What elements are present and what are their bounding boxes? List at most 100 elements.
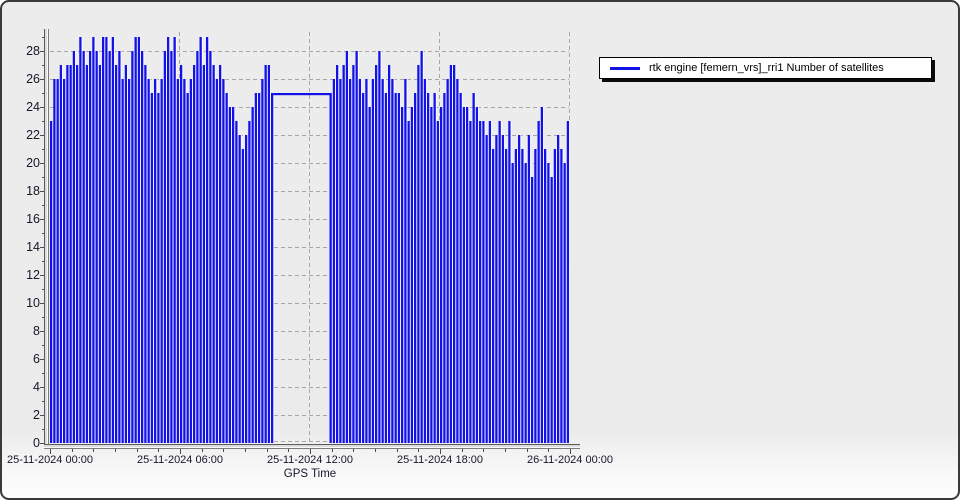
data-bar [56,79,59,443]
x-axis-tick [223,449,224,452]
x-axis-tick [375,449,376,452]
data-bar [505,149,508,443]
x-axis-tick [462,449,463,452]
data-bar [222,79,225,443]
data-bar [147,79,150,443]
y-axis-tick [42,149,44,150]
data-bar [248,121,251,443]
data-bar [235,121,238,443]
data-bar [384,93,388,443]
y-axis-tick-label: 0 [33,436,40,450]
data-bar [544,149,547,443]
x-axis-tick-label: 25-11-2024 18:00 [396,454,484,466]
data-bar [124,65,128,443]
y-axis-tick [40,443,44,444]
data-bar [261,79,264,443]
data-bar [469,121,472,443]
x-axis-title: GPS Time [283,468,337,480]
data-bar [498,121,501,443]
data-bar [183,79,186,443]
data-bar [427,93,430,443]
data-bar [410,107,414,443]
y-axis-tick [40,387,44,388]
data-bar [511,163,514,443]
y-axis-tick [42,205,44,206]
data-bar [251,107,254,443]
data-bar [245,135,248,443]
data-bar [345,51,349,443]
data-bar [72,51,76,443]
x-axis-tick [548,449,549,452]
data-bar [76,65,79,443]
data-bar [137,37,141,443]
plot-area[interactable] [50,32,570,444]
data-bar [264,65,267,443]
data-bar [472,93,475,443]
data-bar [443,93,446,443]
x-axis-line [44,444,580,449]
data-bar [482,121,485,443]
x-axis-tick-label: 25-11-2024 00:00 [6,454,94,466]
data-bar [388,65,391,443]
y-axis-tick [40,107,44,108]
data-bar [563,163,566,443]
data-bar [433,93,436,443]
data-bar [488,121,492,443]
data-bar [453,65,456,443]
y-axis-tick-label: 22 [26,128,40,142]
y-axis-tick [42,345,44,346]
data-bar [63,79,66,443]
data-bar [154,79,157,443]
data-bar [79,37,82,443]
data-bar [202,65,206,443]
y-axis-tick [40,331,44,332]
data-bar [53,79,56,443]
data-bar [475,107,479,443]
y-axis-tick [42,65,44,66]
data-bar [111,37,115,443]
y-axis-tick [42,261,44,262]
data-bar [144,65,147,443]
data-bar [105,37,108,443]
data-bar [466,107,469,443]
data-bar [189,79,193,443]
data-bar [85,65,89,443]
data-bar [89,51,92,443]
data-bar [267,65,271,443]
y-axis-tick [42,177,44,178]
data-bar [560,149,563,443]
data-bar [436,121,440,443]
data-bar [394,93,397,443]
y-axis-tick [40,163,44,164]
data-bar [534,149,537,443]
data-bar [527,135,531,443]
data-bar [176,79,180,443]
y-axis-tick-label: 16 [26,212,40,226]
x-axis-tick [353,449,354,452]
data-bar [537,121,540,443]
data-bar [352,65,355,443]
data-bar [59,65,63,443]
y-axis-tick [40,191,44,192]
data-bar [209,51,212,443]
data-bar [540,107,544,443]
y-axis-tick [42,121,44,122]
y-axis-tick [40,415,44,416]
data-bar [462,107,466,443]
data-bar [121,79,124,443]
data-bar [118,51,121,443]
x-axis-tick [527,449,528,452]
legend-item-satellites[interactable]: rtk engine [femern_vrs]_rri1 Number of s… [599,57,932,79]
data-bar [98,65,102,443]
y-axis-tick-label: 18 [26,184,40,198]
data-bar [206,37,209,443]
data-bar [521,149,524,443]
y-axis-tick-label: 4 [33,380,40,394]
data-bar [479,121,482,443]
data-bar [186,93,189,443]
y-axis-tick-label: 2 [33,408,40,422]
data-bar [258,93,261,443]
data-bar [134,37,137,443]
data-bar [339,79,342,443]
